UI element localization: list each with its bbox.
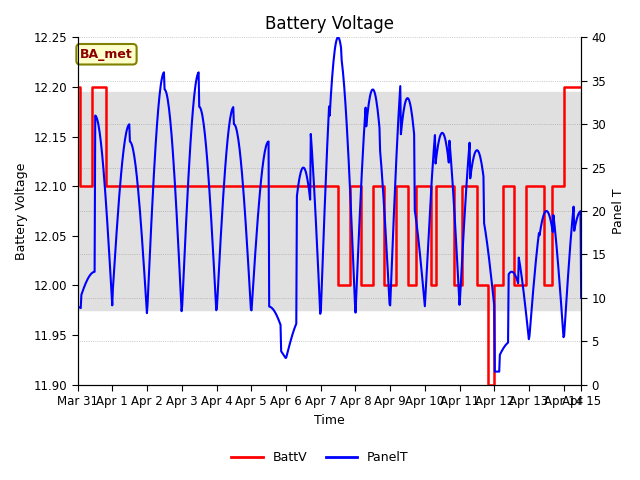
- Title: Battery Voltage: Battery Voltage: [265, 15, 394, 33]
- Legend: BattV, PanelT: BattV, PanelT: [227, 446, 413, 469]
- X-axis label: Time: Time: [314, 414, 345, 427]
- Y-axis label: Panel T: Panel T: [612, 188, 625, 234]
- Text: BA_met: BA_met: [80, 48, 133, 61]
- Bar: [77, 92, 581, 310]
- Y-axis label: Battery Voltage: Battery Voltage: [15, 162, 28, 260]
